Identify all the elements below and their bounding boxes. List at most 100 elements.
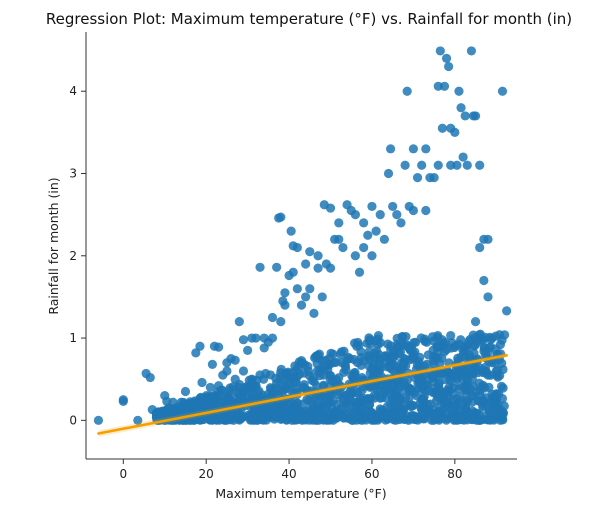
scatter-point bbox=[280, 288, 290, 298]
scatter-point bbox=[400, 160, 410, 170]
scatter-point bbox=[287, 367, 298, 378]
scatter-point bbox=[433, 160, 443, 170]
scatter-point bbox=[290, 377, 301, 388]
scatter-point bbox=[354, 267, 365, 277]
scatter-point bbox=[394, 348, 404, 359]
scatter-point bbox=[437, 123, 448, 133]
scatter-point bbox=[490, 357, 500, 368]
scatter-point bbox=[479, 234, 489, 244]
scatter-point bbox=[450, 127, 460, 137]
scatter-point bbox=[462, 396, 473, 406]
scatter-point bbox=[286, 397, 297, 407]
scatter-point bbox=[350, 251, 360, 261]
scatter-point bbox=[323, 365, 333, 375]
scatter-point bbox=[483, 292, 493, 302]
scatter-point bbox=[386, 144, 396, 154]
scatter-point bbox=[185, 397, 195, 407]
scatter-point bbox=[481, 368, 491, 378]
scatter-point bbox=[277, 405, 287, 415]
scatter-point bbox=[364, 333, 374, 343]
scatter-point bbox=[382, 402, 392, 412]
scatter-point bbox=[428, 372, 438, 382]
scatter-point bbox=[309, 308, 319, 318]
scatter-point bbox=[375, 210, 385, 220]
scatter-point bbox=[280, 300, 290, 310]
scatter-point bbox=[196, 402, 207, 412]
scatter-point bbox=[460, 372, 470, 382]
scatter-point bbox=[417, 160, 427, 170]
y-tick-label: 2 bbox=[69, 249, 77, 263]
scatter-point bbox=[276, 368, 286, 378]
scatter-point bbox=[379, 234, 389, 244]
scatter-point bbox=[468, 330, 478, 340]
scatter-point bbox=[466, 46, 477, 56]
scatter-point bbox=[468, 367, 478, 377]
scatter-point bbox=[411, 390, 422, 401]
x-tick-label: 20 bbox=[199, 467, 214, 481]
scatter-point bbox=[288, 267, 298, 277]
chart-title: Regression Plot: Maximum temperature (°F… bbox=[46, 10, 572, 28]
scatter-point bbox=[299, 368, 309, 378]
scatter-point bbox=[325, 203, 336, 213]
scatter-point bbox=[495, 339, 506, 350]
scatter-point bbox=[390, 415, 401, 425]
scatter-point bbox=[446, 330, 456, 341]
scatter-point bbox=[467, 374, 478, 384]
scatter-point bbox=[272, 262, 282, 272]
scatter-point bbox=[180, 386, 191, 397]
scatter-point bbox=[299, 380, 309, 390]
scatter-point bbox=[408, 414, 418, 424]
scatter-point bbox=[376, 406, 386, 416]
scatter-point bbox=[296, 300, 307, 310]
scatter-point bbox=[486, 334, 496, 345]
scatter-point bbox=[292, 242, 302, 253]
scatter-point bbox=[440, 413, 450, 424]
scatter-point bbox=[301, 259, 311, 269]
scatter-point bbox=[211, 399, 221, 409]
scatter-point bbox=[397, 339, 408, 349]
scatter-point bbox=[196, 392, 206, 402]
scatter-point bbox=[401, 332, 411, 342]
y-tick-label: 0 bbox=[69, 413, 77, 427]
y-tick-label: 1 bbox=[69, 331, 77, 345]
scatter-point bbox=[421, 205, 431, 216]
scatter-point bbox=[351, 400, 361, 410]
scatter-point bbox=[466, 413, 476, 423]
scatter-point bbox=[267, 312, 278, 323]
scatter-point bbox=[424, 386, 434, 396]
scatter-point bbox=[371, 226, 381, 236]
scatter-point bbox=[438, 388, 448, 398]
y-tick-label: 4 bbox=[69, 84, 77, 98]
scatter-point bbox=[265, 370, 276, 380]
x-tick-label: 60 bbox=[364, 467, 379, 481]
scatter-point bbox=[311, 415, 321, 425]
scatter-point bbox=[446, 160, 456, 170]
scatter-point bbox=[255, 262, 265, 272]
scatter-point bbox=[215, 391, 226, 401]
scatter-point bbox=[406, 401, 416, 412]
scatter-point bbox=[429, 173, 439, 183]
scatter-point bbox=[329, 358, 339, 368]
scatter-point bbox=[402, 86, 412, 96]
scatter-point bbox=[367, 251, 377, 261]
x-axis-ticks: 0 20 40 60 80 bbox=[119, 459, 462, 481]
scatter-point bbox=[337, 357, 347, 368]
scatter-point bbox=[444, 61, 454, 72]
scatter-point bbox=[359, 242, 369, 253]
scatter-point bbox=[258, 403, 269, 413]
y-axis-ticks: 0 1 2 3 4 bbox=[69, 84, 86, 427]
scatter-point bbox=[299, 399, 309, 409]
scatter-point bbox=[363, 230, 373, 240]
scatter-point bbox=[479, 343, 490, 353]
scatter-point bbox=[412, 173, 423, 183]
scatter-point bbox=[408, 354, 418, 364]
scatter-point bbox=[406, 342, 417, 353]
scatter-point bbox=[367, 415, 377, 425]
scatter-point bbox=[439, 81, 450, 91]
scatter-point bbox=[433, 380, 444, 390]
scatter-point bbox=[345, 386, 355, 396]
scatter-point bbox=[414, 378, 425, 388]
scatter-point bbox=[441, 53, 452, 63]
scatter-point bbox=[310, 353, 320, 363]
scatter-point bbox=[477, 396, 488, 406]
